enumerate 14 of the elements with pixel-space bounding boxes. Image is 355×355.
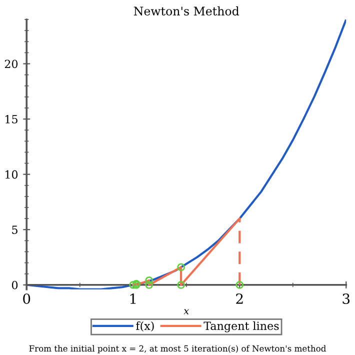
legend-label: f(x) <box>136 321 154 332</box>
y-tick-label: 20 <box>4 60 18 68</box>
y-tick-label: 10 <box>6 170 18 179</box>
x-axis-title: x <box>184 309 189 314</box>
y-tick-label: 15 <box>6 115 18 124</box>
y-tick-label: 5 <box>12 226 18 234</box>
x-tick-label: 1 <box>130 293 136 304</box>
chart-title: Newton's Method <box>134 6 240 16</box>
text: From the initial point x = 2, at most 5 iteration(s) of Newton's method <box>29 345 326 354</box>
x-tick-label: 3 <box>342 293 350 304</box>
x-tick-label: 0 <box>23 293 30 304</box>
y-tick-label: 0 <box>12 280 18 290</box>
x-tick-label: 2 <box>236 293 243 304</box>
legend-label: Tangent lines <box>204 321 279 332</box>
